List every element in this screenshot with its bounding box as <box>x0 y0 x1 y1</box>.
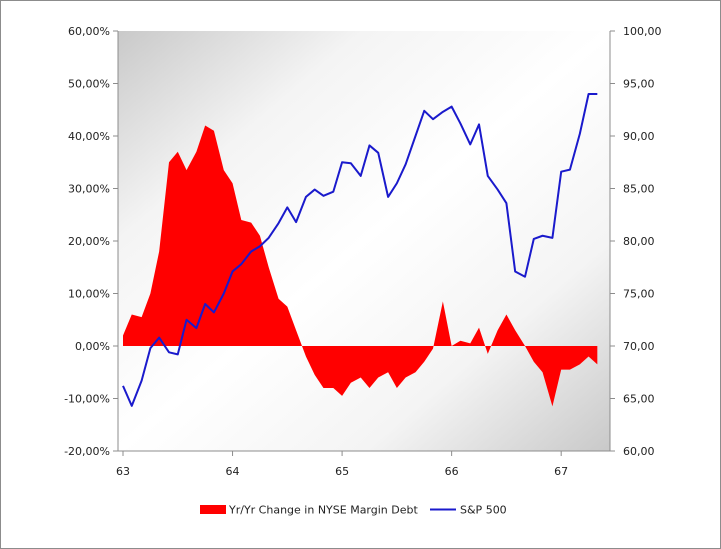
left-tick-label: 40,00% <box>68 130 110 143</box>
x-axis-ticks: 63 64 65 66 67 <box>116 451 568 478</box>
right-axis-ticks: 100,00 95,00 90,00 85,00 80,00 75,00 70,00 65,0… <box>610 25 662 458</box>
x-tick-label: 66 <box>445 465 459 478</box>
left-tick-label: 0,00% <box>75 340 110 353</box>
left-tick-label: 60,00% <box>68 25 110 38</box>
left-tick-label: 30,00% <box>68 183 110 196</box>
sp500-line <box>122 93 598 407</box>
right-tick-label: 90,00 <box>623 130 655 143</box>
right-tick-label: 60,00 <box>623 445 655 458</box>
legend-label-sp500: S&P 500 <box>460 504 507 517</box>
right-tick-label: 95,00 <box>623 78 655 91</box>
right-tick-label: 65,00 <box>623 393 655 406</box>
left-tick-label: 20,00% <box>68 235 110 248</box>
sp500-line-layer <box>122 93 598 407</box>
margin-debt-area <box>123 125 598 407</box>
left-tick-label: -20,00% <box>64 445 110 458</box>
x-tick-label: 67 <box>554 465 568 478</box>
margin-debt-area-layer <box>123 125 598 407</box>
x-tick-label: 64 <box>226 465 240 478</box>
right-tick-label: 80,00 <box>623 235 655 248</box>
legend-swatch-margin-debt <box>200 505 226 514</box>
left-tick-label: -10,00% <box>64 393 110 406</box>
x-tick-label: 65 <box>335 465 349 478</box>
right-tick-label: 75,00 <box>623 288 655 301</box>
right-tick-label: 70,00 <box>623 340 655 353</box>
right-tick-label: 100,00 <box>623 25 662 38</box>
x-tick-label: 63 <box>116 465 130 478</box>
right-tick-label: 85,00 <box>623 183 655 196</box>
legend: Yr/Yr Change in NYSE Margin Debt S&P 500 <box>200 504 507 517</box>
left-tick-label: 10,00% <box>68 288 110 301</box>
left-tick-label: 50,00% <box>68 78 110 91</box>
left-axis-ticks: 60,00% 50,00% 40,00% 30,00% 20,00% 10,00% 0,00… <box>64 25 118 458</box>
legend-label-margin-debt: Yr/Yr Change in NYSE Margin Debt <box>228 504 418 517</box>
